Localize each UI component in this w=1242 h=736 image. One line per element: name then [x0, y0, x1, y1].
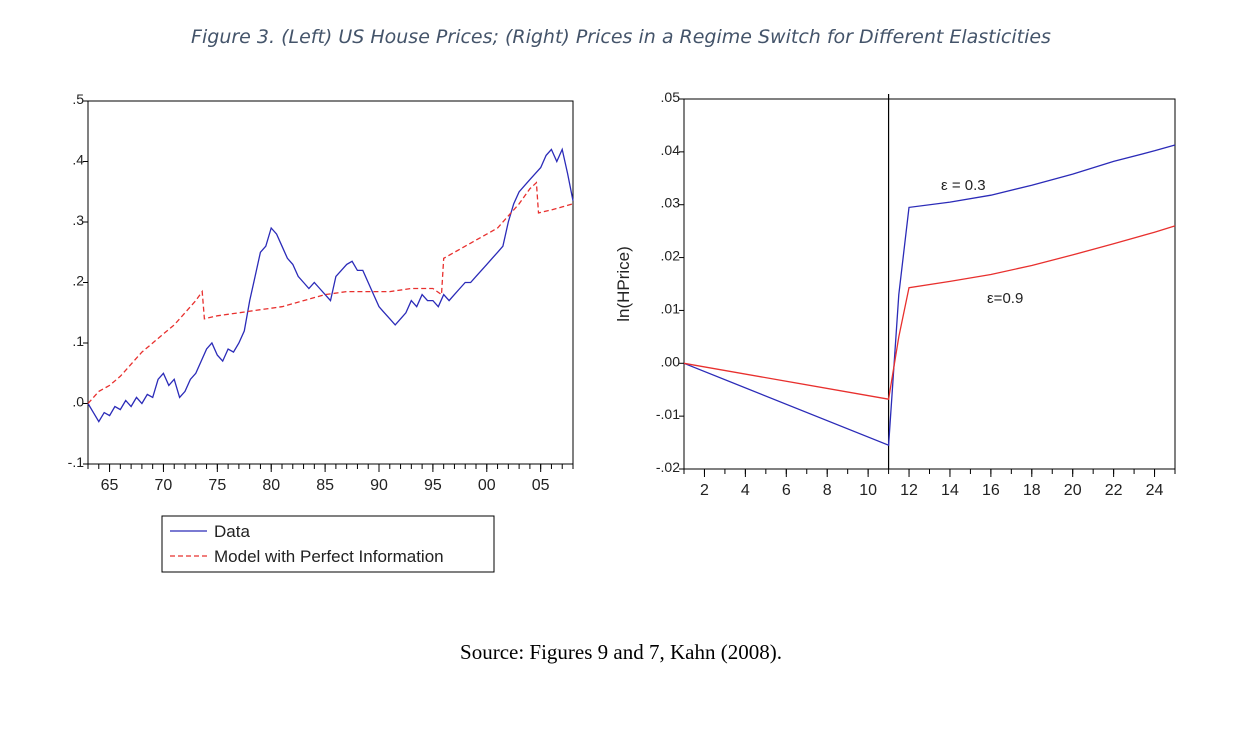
y-tick-label: .00 [661, 353, 681, 369]
x-tick-label: 24 [1146, 482, 1164, 499]
legend-box [161, 515, 495, 573]
y-tick-label: -.1 [68, 454, 85, 470]
x-tick-label: 6 [782, 482, 791, 499]
y-tick-label: -.01 [656, 406, 680, 422]
y-tick-label: .03 [661, 195, 681, 211]
x-tick-label: 00 [478, 477, 496, 494]
x-tick-label: 90 [370, 477, 388, 494]
x-tick-label: 65 [101, 477, 119, 494]
figure-source: Source: Figures 9 and 7, Kahn (2008). [460, 640, 782, 664]
series-line-0 [683, 144, 1176, 447]
x-tick-label: 80 [262, 477, 280, 494]
x-tick-label: 95 [424, 477, 442, 494]
y-tick-label: .2 [72, 273, 84, 289]
left-y-axis: -.1 .0 .1 .2 .3 .4 .5 [68, 91, 88, 470]
x-tick-label: 22 [1105, 482, 1123, 499]
y-tick-label: .01 [661, 300, 681, 316]
y-tick-label: .4 [72, 152, 84, 168]
x-tick-label: 12 [900, 482, 918, 499]
left-plot-frame [87, 100, 574, 465]
x-tick-label: 4 [741, 482, 750, 499]
y-tick-label: .5 [72, 91, 84, 107]
series-line-0 [87, 147, 574, 423]
x-tick-label: 16 [982, 482, 1000, 499]
right-chart: -.02-.01.00.01.02.03.04.05 2 4 6 8 10 12 14 16 1… [614, 89, 1176, 499]
y-tick-label: .3 [72, 212, 84, 228]
y-tick-label: .05 [661, 89, 681, 105]
x-tick-label: 18 [1023, 482, 1041, 499]
figure-caption: Figure 3. (Left) US House Prices; (Right… [191, 26, 1051, 48]
y-tick-label: .02 [661, 248, 681, 264]
series-line-1 [683, 225, 1176, 400]
x-tick-label: 10 [859, 482, 877, 499]
y-tick-label: .0 [72, 394, 84, 410]
right-series-lines [683, 144, 1176, 447]
left-x-axis: 65 70 75 80 85 90 95 00 05 [87, 464, 574, 494]
y-tick-label: .04 [661, 142, 681, 158]
label-eps-0-9: ε=0.9 [987, 290, 1023, 307]
right-x-axis: 2 4 6 8 10 12 14 16 18 20 22 24 [683, 469, 1176, 499]
x-tick-label: 05 [532, 477, 550, 494]
x-tick-label: 14 [941, 482, 959, 499]
x-tick-label: 75 [208, 477, 226, 494]
legend-data-label: Data [214, 522, 250, 541]
y-tick-label: .1 [72, 333, 84, 349]
legend-model-label: Model with Perfect Information [214, 547, 444, 566]
label-eps-0-3: ε = 0.3 [941, 177, 986, 194]
x-tick-label: 85 [316, 477, 334, 494]
right-y-axis-label: ln(HPrice) [614, 246, 633, 322]
left-chart: -.1 .0 .1 .2 .3 .4 .5 65 70 75 80 85 90 95 00 05 Data … [68, 91, 574, 573]
y-tick-label: -.02 [656, 459, 680, 475]
left-series-lines [87, 147, 574, 423]
x-tick-label: 8 [823, 482, 832, 499]
left-legend: Data Model with Perfect Information [161, 515, 495, 573]
x-tick-label: 70 [155, 477, 173, 494]
series-line-1 [87, 181, 574, 404]
x-tick-label: 20 [1064, 482, 1082, 499]
right-y-axis: -.02 -.01 .00 .01 .02 .03 .04 .05 [656, 89, 684, 475]
x-tick-label: 2 [700, 482, 709, 499]
